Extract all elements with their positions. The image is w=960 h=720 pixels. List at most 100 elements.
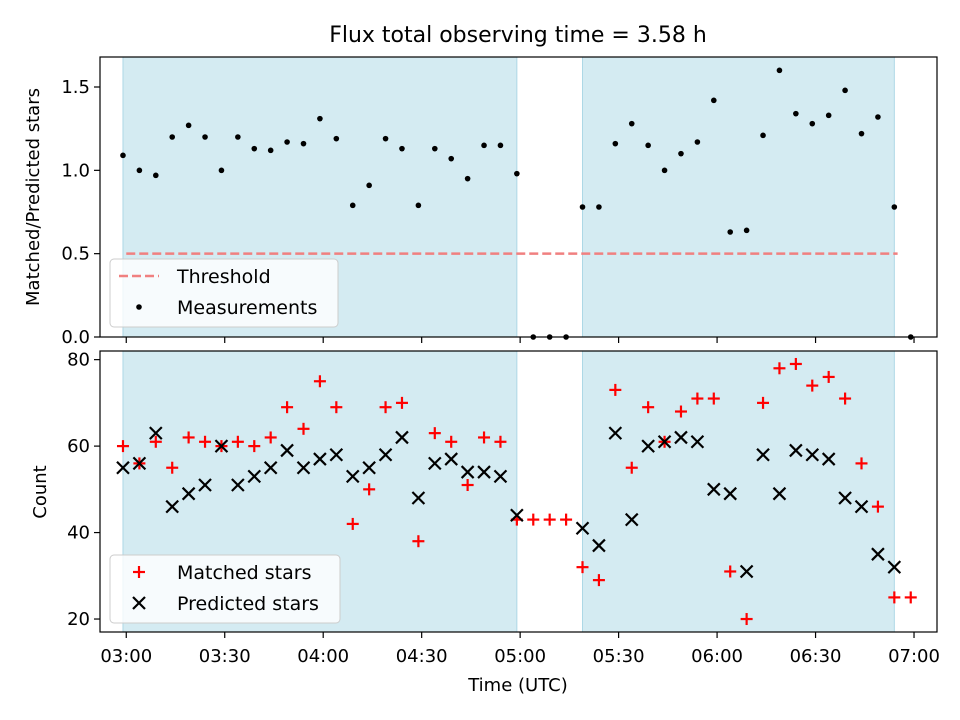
measurement-point (185, 122, 192, 129)
predicted-star-point (789, 443, 803, 458)
measurement-point (809, 120, 816, 127)
predicted-star-point (608, 426, 623, 440)
measurement-point (464, 175, 471, 182)
measurement-point (481, 142, 487, 149)
matched-star-point (543, 513, 556, 526)
predicted-star-point (444, 452, 458, 466)
predicted-star-point (723, 486, 737, 501)
predicted-star-point (181, 486, 196, 501)
x-tick-label: 05:00 (494, 646, 546, 667)
predicted-star-point (149, 426, 163, 440)
x-tick-label: 04:00 (297, 646, 349, 667)
predicted-star-point (165, 499, 179, 514)
matched-star-point (625, 461, 638, 474)
measurement-point (415, 202, 422, 209)
bottom-y-tick-label: 20 (67, 609, 90, 630)
matched-star-point (330, 401, 343, 414)
matched-star-point (576, 561, 589, 574)
top-shade-1 (582, 56, 895, 338)
matched-star-point (773, 362, 786, 375)
measurement-point (317, 115, 323, 122)
measurement-point (678, 150, 684, 157)
predicted-star-point (313, 452, 327, 466)
predicted-stars-series (116, 426, 902, 579)
predicted-star-point (296, 460, 311, 475)
matched-star-point (182, 431, 195, 444)
matched-star-point (904, 591, 917, 604)
top-panel: 0.0 0.5 1.0 1.5 Matched/Predicted stars Thr… (23, 56, 938, 348)
matched-star-point (822, 370, 835, 383)
matched-star-point (691, 392, 704, 405)
measurement-point (743, 227, 750, 234)
bottom-shade-1 (582, 350, 895, 633)
x-tick-label: 05:30 (593, 646, 645, 667)
predicted-star-point (657, 435, 672, 449)
matched-star-point (166, 461, 179, 474)
measurement-point (300, 140, 307, 147)
matched-star-point (412, 535, 425, 548)
measurement-point (628, 120, 635, 127)
predicted-star-point (575, 521, 590, 536)
bottom-y-tick-label: 80 (67, 350, 90, 371)
predicted-star-point (674, 430, 688, 445)
matched-star-point (888, 591, 901, 604)
predicted-star-point (707, 482, 721, 497)
measurement-point (136, 167, 143, 174)
predicted-star-point (690, 435, 705, 449)
x-tick-label: 06:00 (691, 646, 743, 667)
measurement-point (349, 202, 356, 209)
bottom-y-axis-label: Count (30, 465, 51, 518)
matched-star-point (609, 383, 622, 396)
measurement-point (694, 139, 701, 145)
predicted-star-point (871, 547, 885, 561)
matched-star-point (871, 500, 884, 513)
measurement-point (153, 172, 159, 179)
predicted-star-point (624, 512, 639, 527)
matched-star-point (395, 396, 408, 409)
bottom-y-ticks: 20 40 60 80 (67, 350, 100, 630)
top-y-tick-label: 1.5 (61, 77, 90, 98)
measurement-point (612, 140, 619, 147)
matched-star-point (363, 483, 376, 496)
x-tick-label: 06:30 (790, 646, 842, 667)
matched-star-point (494, 435, 507, 448)
predicted-star-point (198, 478, 212, 492)
matched-star-point (478, 431, 491, 444)
predicted-star-point (772, 486, 787, 501)
matched-star-point (806, 379, 819, 392)
measurement-point (875, 114, 881, 120)
measurement-point (333, 135, 340, 142)
bottom-legend-box (109, 554, 341, 624)
predicted-star-point (477, 465, 491, 479)
bottom-legend: Matched stars Predicted stars (109, 554, 341, 624)
matched-star-point (724, 565, 737, 578)
top-y-tick-label: 0.5 (61, 244, 90, 265)
measurement-point (202, 134, 208, 140)
predicted-star-point (280, 443, 294, 458)
matched-star-point (855, 457, 868, 470)
measurement-point (645, 142, 651, 149)
measurement-point (793, 110, 799, 117)
matched-star-point (281, 401, 294, 414)
predicted-star-point (428, 456, 442, 471)
top-y-tick-label: 0.0 (61, 327, 90, 348)
predicted-star-point (887, 560, 902, 574)
predicted-star-point (805, 447, 820, 462)
measurement-point (169, 134, 176, 140)
top-y-tick-label: 1.0 (61, 160, 90, 181)
legend-measurements-label: Measurements (177, 297, 317, 319)
legend-threshold-label: Threshold (176, 266, 271, 288)
predicted-star-point (231, 478, 245, 492)
measurement-point (825, 112, 832, 119)
matched-star-point (199, 435, 212, 448)
measurement-point (891, 204, 898, 210)
matched-star-point (461, 479, 474, 492)
top-x-ticks (125, 337, 915, 343)
matched-star-point (264, 431, 277, 444)
predicted-star-point (132, 456, 147, 471)
measurements-series (120, 67, 914, 340)
legend-predicted-label: Predicted stars (177, 593, 319, 615)
measurement-point (448, 155, 455, 162)
measurement-point (579, 204, 586, 210)
